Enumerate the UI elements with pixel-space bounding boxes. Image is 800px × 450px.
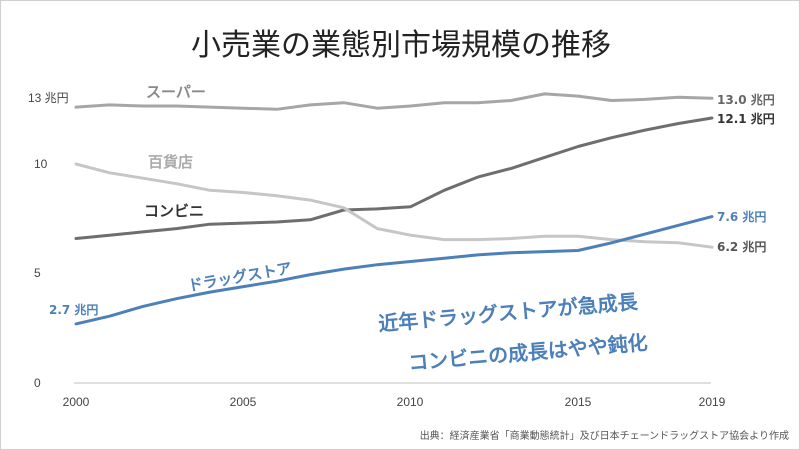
- series-label-drugstore: ドラッグストア: [187, 259, 294, 295]
- end-labels: 13.0 兆円 12.1 兆円 6.2 兆円 7.6 兆円 2.7 兆円: [49, 92, 775, 317]
- series-line-supermarket: [74, 92, 714, 111]
- annotation-drugstore-growth: 近年ドラッグストアが急成長: [377, 289, 639, 336]
- series-group: [74, 92, 714, 326]
- end-label-convenience: 12.1 兆円: [717, 111, 775, 126]
- y-tick-labels: 0 5 10 13 兆円: [28, 91, 69, 390]
- x-tick-labels: 2000 2005 2010 2015 2019: [63, 395, 726, 409]
- series-label-department-store: 百貨店: [148, 153, 193, 171]
- y-tick-label: 0: [34, 376, 41, 390]
- series-line-department-store: [74, 162, 714, 249]
- series-line-convenience: [74, 116, 714, 240]
- end-label-drugstore: 7.6 兆円: [717, 209, 766, 224]
- chart-title: 小売業の業態別市場規模の推移: [191, 28, 611, 63]
- x-tick-label: 2010: [397, 395, 424, 409]
- series-label-convenience: コンビニ: [144, 202, 204, 220]
- end-label-supermarket: 13.0 兆円: [717, 92, 775, 107]
- series-line-drugstore: [74, 215, 714, 326]
- x-tick-label: 2000: [63, 395, 90, 409]
- x-tick-label: 2019: [699, 395, 726, 409]
- annotation-convenience-slowdown: コンビニの成長はやや鈍化: [407, 330, 648, 375]
- start-label-drugstore: 2.7 兆円: [49, 302, 98, 317]
- y-tick-label: 10: [34, 157, 48, 171]
- x-tick-label: 2005: [230, 395, 257, 409]
- series-label-supermarket: スーパー: [146, 83, 206, 101]
- series-labels: スーパー コンビニ 百貨店 ドラッグストア: [144, 83, 293, 295]
- y-tick-label: 13 兆円: [28, 91, 69, 105]
- annotations: 近年ドラッグストアが急成長 コンビニの成長はやや鈍化: [377, 289, 648, 375]
- end-label-department-store: 6.2 兆円: [717, 239, 766, 254]
- x-tick-label: 2015: [565, 395, 592, 409]
- y-tick-label: 5: [34, 266, 41, 280]
- source-note: 出典：経済産業省「商業動態統計」及び日本チェーンドラッグストア協会より作成: [420, 429, 789, 442]
